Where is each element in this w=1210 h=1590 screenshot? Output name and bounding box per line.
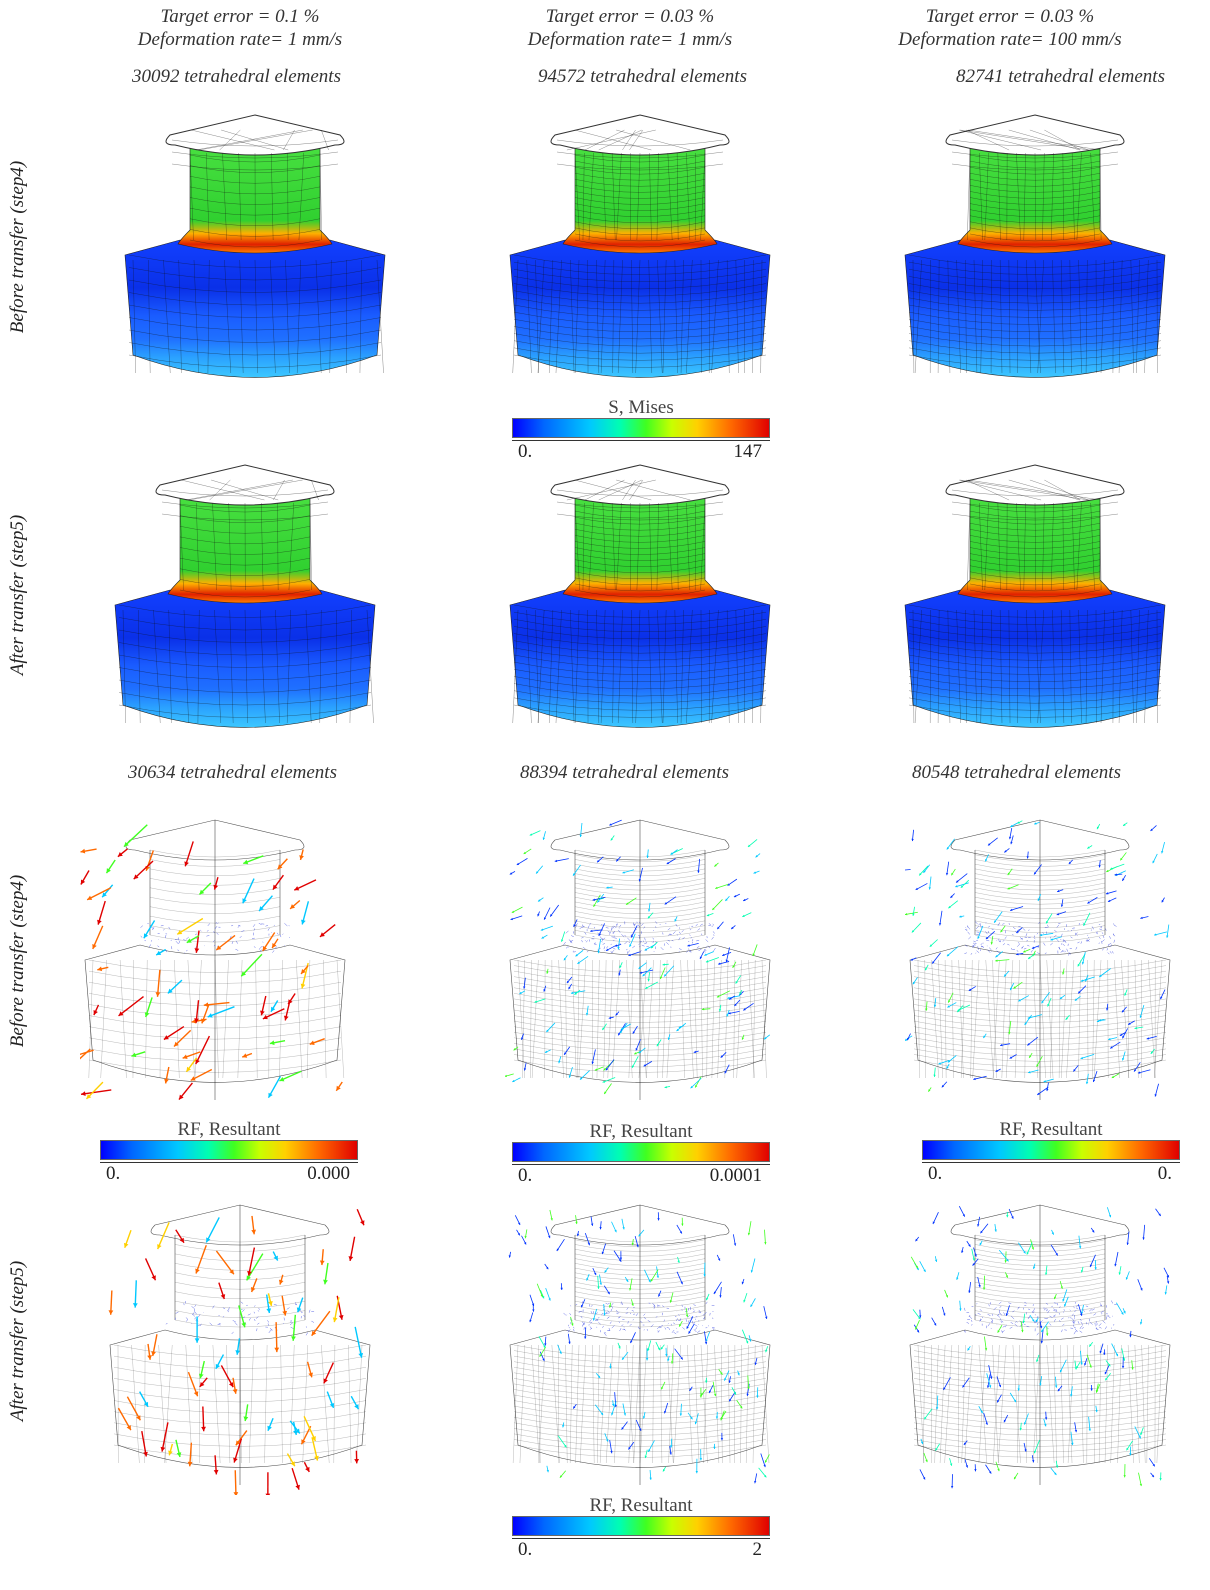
stress-contour-drawing <box>509 464 771 728</box>
stress-contour-drawing <box>114 464 376 728</box>
rf-before-2-max: 0.0001 <box>709 1165 762 1186</box>
rf-before-1-min: 0. <box>106 1163 121 1184</box>
stress-contour-drawing <box>904 114 1166 378</box>
rf-legend-before-2: RF, Resultant 0. 0.0001 <box>512 1121 770 1186</box>
col1-target-error: Target error = 0.1 % <box>160 6 320 27</box>
rf-colorbar-before-2 <box>512 1142 770 1162</box>
col2-rate: Deformation rate= 1 mm/s <box>527 29 733 50</box>
col1-elements-after: 30634 tetrahedral elements <box>128 762 337 783</box>
rf-colorbar-before-3 <box>922 1140 1180 1160</box>
rf-vector-drawing <box>505 819 771 1100</box>
mises-max: 147 <box>733 441 763 462</box>
rf-panel-before-1 <box>80 800 350 1110</box>
rf-vector-drawing <box>80 819 346 1101</box>
row-label-before-1: Before transfer (step4) <box>7 160 28 334</box>
stress-panel-after-3 <box>900 445 1170 755</box>
stress-panel-after-2 <box>505 445 775 755</box>
rf-before-3-min: 0. <box>928 1163 943 1184</box>
stress-panel-before-1 <box>120 95 390 405</box>
col2-header: Target error = 0.03 % Deformation rate= … <box>500 5 760 51</box>
rf-legend-before-3: RF, Resultant 0. 0. <box>922 1119 1180 1184</box>
stress-panel-before-3 <box>900 95 1170 405</box>
rf-panel-before-2 <box>505 800 775 1110</box>
row-label-before-2: Before transfer (step4) <box>7 874 28 1048</box>
mises-min: 0. <box>518 441 533 462</box>
col1-elements-before: 30092 tetrahedral elements <box>132 66 341 87</box>
rf-legend-before-1-title: RF, Resultant <box>177 1119 281 1140</box>
rf-colorbar-before-1 <box>100 1140 358 1160</box>
mises-legend: S, Mises 0. 147 <box>512 397 770 462</box>
row-label-after-1: After transfer (step5) <box>7 514 28 676</box>
col3-header: Target error = 0.03 % Deformation rate= … <box>870 5 1150 51</box>
col3-target-error: Target error = 0.03 % <box>925 6 1095 27</box>
rf-vector-drawing <box>108 1204 371 1495</box>
rf-legend-before-3-title: RF, Resultant <box>999 1119 1103 1140</box>
stress-panel-after-1 <box>110 445 380 755</box>
col2-elements-after: 88394 tetrahedral elements <box>520 762 729 783</box>
rf-legend-after: RF, Resultant 0. 2 <box>512 1495 770 1560</box>
stress-contour-drawing <box>509 114 771 378</box>
stress-panel-before-2 <box>505 95 775 405</box>
rf-after-min: 0. <box>518 1539 533 1560</box>
col3-elements-before: 82741 tetrahedral elements <box>956 66 1165 87</box>
rf-legend-after-title: RF, Resultant <box>589 1495 693 1516</box>
stress-contour-drawing <box>904 464 1166 728</box>
col3-rate: Deformation rate= 100 mm/s <box>898 29 1122 50</box>
rf-before-1-max: 0.000 <box>307 1163 350 1184</box>
row-label-after-2: After transfer (step5) <box>7 1260 28 1422</box>
rf-legend-before-1: RF, Resultant 0. 0.000 <box>100 1119 358 1184</box>
col2-target-error: Target error = 0.03 % <box>545 6 715 27</box>
col1-rate: Deformation rate= 1 mm/s <box>137 29 343 50</box>
col2-elements-before: 94572 tetrahedral elements <box>538 66 747 87</box>
rf-vector-drawing <box>905 819 1171 1100</box>
rf-panel-after-1 <box>105 1185 375 1495</box>
col1-header: Target error = 0.1 % Deformation rate= 1… <box>110 5 370 51</box>
rf-vector-drawing <box>508 1204 771 1485</box>
stress-contour-drawing <box>124 114 386 378</box>
rf-before-2-min: 0. <box>518 1165 533 1186</box>
rf-legend-before-2-title: RF, Resultant <box>589 1121 693 1142</box>
rf-colorbar-after <box>512 1516 770 1536</box>
mises-colorbar <box>512 418 770 438</box>
col3-elements-after: 80548 tetrahedral elements <box>912 762 1121 783</box>
rf-panel-after-2 <box>505 1185 775 1495</box>
rf-before-3-max: 0. <box>1157 1163 1172 1184</box>
mises-legend-title: S, Mises <box>608 397 674 418</box>
rf-panel-after-3 <box>905 1185 1175 1495</box>
rf-vector-drawing <box>909 1204 1171 1489</box>
rf-after-max: 2 <box>752 1539 763 1560</box>
rf-panel-before-3 <box>905 800 1175 1110</box>
